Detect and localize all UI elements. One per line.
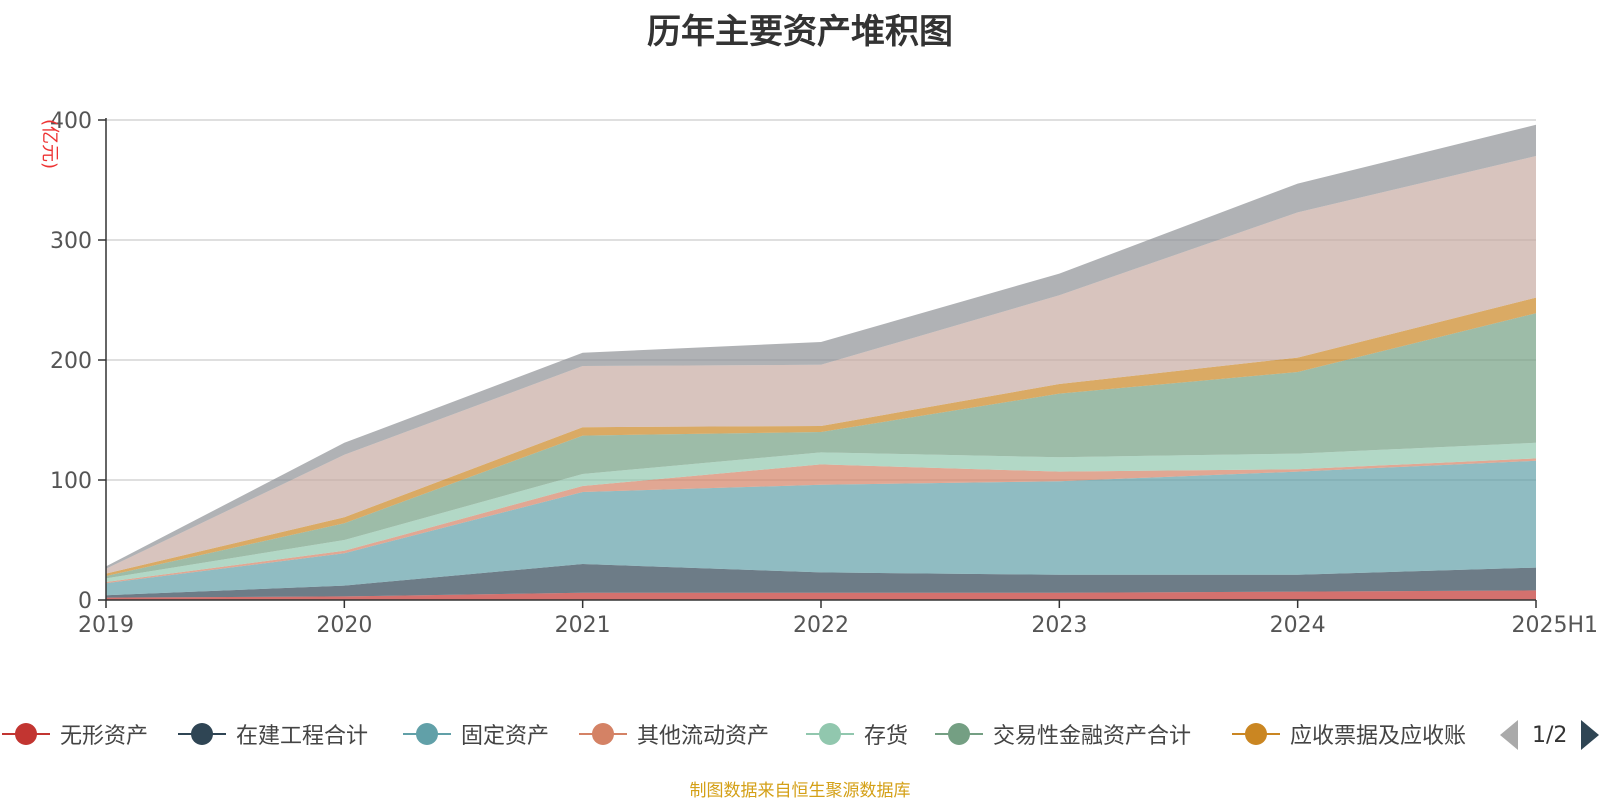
legend-item-4[interactable]: 存货 [806,716,908,752]
triangle-right-icon[interactable] [1581,720,1600,750]
legend-item-1[interactable]: 在建工程合计 [178,716,368,752]
legend-marker-icon [2,716,50,752]
x-tick-label-6: 2025H1 [1511,613,1598,638]
legend-marker-icon [806,716,854,752]
legend-label: 交易性金融资产合计 [993,724,1192,749]
x-tick-label-1: 2020 [316,613,372,638]
y-unit-label: (亿元) [39,119,60,169]
area-series-2 [106,460,1536,596]
legend-label: 固定资产 [461,724,550,749]
legend-label: 存货 [864,724,909,749]
legend-item-5[interactable]: 交易性金融资产合计 [935,716,1191,752]
chart-title: 历年主要资产堆积图 [647,12,953,52]
area-series-8 [106,124,1536,569]
legend-marker-icon [1232,716,1280,752]
x-tick-label-0: 2019 [78,613,134,638]
area-series-5 [106,313,1536,579]
x-tick-label-4: 2023 [1031,613,1087,638]
legend-label: 在建工程合计 [236,724,369,749]
legend-item-6[interactable]: 应收票据及应收账 [1232,716,1466,752]
stacked-area-chart: 0 100 200 300 400 2019 2020 2021 2022 2023 2024 202… [39,109,1598,638]
area-series-1 [106,564,1536,598]
x-tick-label-5: 2024 [1270,613,1326,638]
legend-item-0[interactable]: 无形资产 [2,716,148,752]
area-series-4 [106,442,1536,582]
legend-label: 其他流动资产 [637,724,770,749]
legend-marker-icon [403,716,451,752]
legend-marker-icon [178,716,226,752]
x-tick-label-2: 2021 [555,613,611,638]
legend-item-3[interactable]: 其他流动资产 [579,716,769,752]
legend-page-indicator: 1/2 [1532,722,1568,748]
legend-marker-icon [579,716,627,752]
y-tick-label-3: 300 [50,229,92,254]
legend: 无形资产 在建工程合计 固定资产 其他流动资产 存货 交易性金融资产合计 应收票据及应收账 [0,716,1600,752]
triangle-left-icon[interactable] [1500,720,1518,750]
y-tick-label-1: 100 [50,469,92,494]
legend-item-2[interactable]: 固定资产 [403,716,549,752]
legend-pager: 1/2 [1500,718,1600,752]
area-series-group [106,124,1536,600]
axes: 0 100 200 300 400 2019 2020 2021 2022 2023 2024 202… [50,109,1598,638]
legend-label: 无形资产 [60,724,149,749]
y-tick-label-2: 200 [50,349,92,374]
legend-marker-icon [935,716,983,752]
area-series-3 [106,458,1536,584]
y-tick-label-4: 400 [50,109,92,134]
area-series-0 [106,590,1536,600]
y-tick-label-0: 0 [78,589,92,614]
x-tick-label-3: 2022 [793,613,849,638]
data-source-note: 制图数据来自恒生聚源数据库 [689,781,911,801]
legend-label: 应收票据及应收账 [1290,724,1467,749]
